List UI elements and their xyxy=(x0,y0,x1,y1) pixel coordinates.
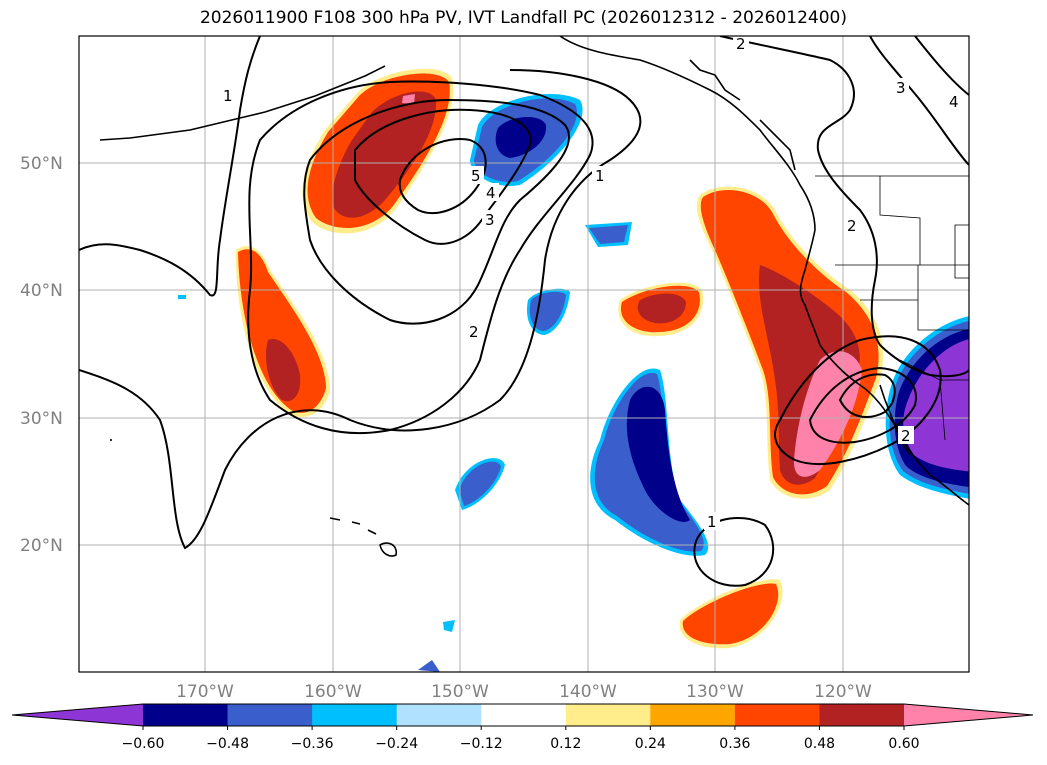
colorbar-segment xyxy=(734,704,820,726)
lat-label: 50°N xyxy=(20,154,63,174)
colorbar-tick-label: −0.12 xyxy=(460,736,503,752)
colorbar-segment xyxy=(819,704,905,726)
contour-label: 2 xyxy=(469,323,479,341)
colorbar-extend-low xyxy=(12,704,143,726)
colorbar-tick-label: 0.60 xyxy=(888,736,919,752)
contour-label: 1 xyxy=(223,87,233,105)
colorbar-segment xyxy=(227,704,313,726)
lon-label: 160°W xyxy=(304,682,362,702)
contour-label: 2 xyxy=(847,217,857,235)
colorbar-tick-label: −0.24 xyxy=(375,736,418,752)
lon-label: 120°W xyxy=(814,682,872,702)
colorbar-segment xyxy=(565,704,651,726)
contour-labels: 1 2 3 4 5 1 2 2 3 4 1 2 xyxy=(220,35,962,531)
colorbar-tick-label: −0.48 xyxy=(206,736,249,752)
colorbar-tick-label: 0.12 xyxy=(550,736,581,752)
contour-label: 1 xyxy=(707,513,717,531)
lat-label: 20°N xyxy=(20,536,63,556)
colorbar-tick-label: −0.60 xyxy=(122,736,165,752)
coastlines xyxy=(99,36,969,557)
pv-anomaly-fill xyxy=(178,68,969,672)
longitude-labels: 170°W 160°W 150°W 140°W 130°W 120°W xyxy=(176,682,872,702)
colorbar-tick-label: 0.24 xyxy=(635,736,666,752)
colorbar-segment xyxy=(650,704,736,726)
contour-label: 2 xyxy=(736,35,746,53)
lon-label: 130°W xyxy=(686,682,744,702)
contour-label: 1 xyxy=(595,167,605,185)
colorbar-segment xyxy=(143,704,229,726)
pv-contours xyxy=(79,36,969,587)
lon-label: 170°W xyxy=(176,682,234,702)
contour-label: 3 xyxy=(485,211,495,229)
graticule xyxy=(79,36,969,672)
colorbar: −0.60 −0.48 −0.36 −0.24 −0.12 0.12 0.24 0.36 0.4… xyxy=(11,703,1034,752)
contour-label: 4 xyxy=(949,93,959,111)
map-frame xyxy=(78,35,970,673)
contour-label: 5 xyxy=(471,167,481,185)
colorbar-extend-high xyxy=(904,704,1033,726)
colorbar-segment xyxy=(396,704,482,726)
lat-label: 30°N xyxy=(20,409,63,429)
lat-label: 40°N xyxy=(20,281,63,301)
contour-label: 4 xyxy=(486,184,496,202)
map-title: 2026011900 F108 300 hPa PV, IVT Landfall… xyxy=(199,8,847,28)
lon-label: 140°W xyxy=(559,682,617,702)
colorbar-segment xyxy=(481,704,567,726)
colorbar-segment xyxy=(312,704,398,726)
colorbar-tick-label: 0.36 xyxy=(719,736,750,752)
contour-label: 3 xyxy=(896,79,906,97)
colorbar-tick-label: −0.36 xyxy=(291,736,334,752)
colorbar-tick-label: 0.48 xyxy=(804,736,835,752)
latitude-labels: 50°N 40°N 30°N 20°N xyxy=(20,154,63,556)
lon-label: 150°W xyxy=(431,682,489,702)
contour-label: 2 xyxy=(901,427,911,445)
political-borders xyxy=(815,175,969,441)
